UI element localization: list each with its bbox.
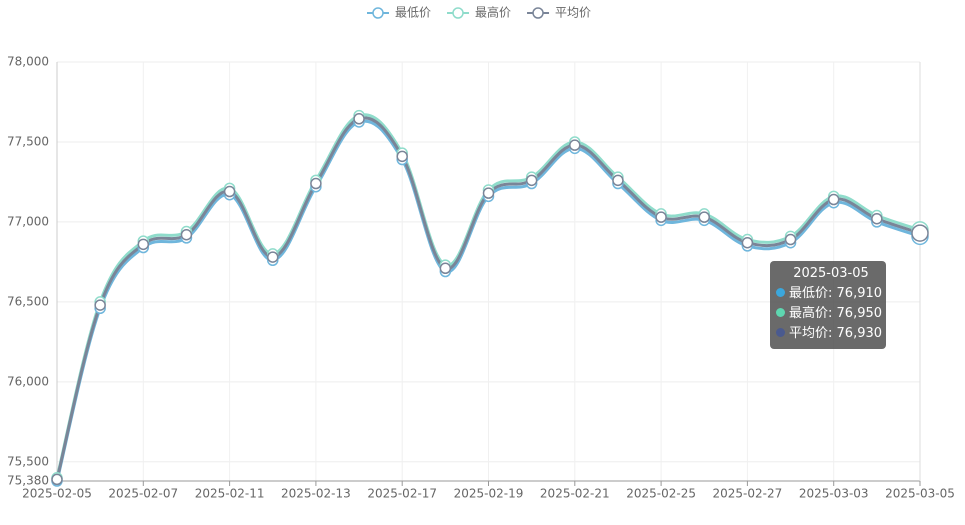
point bbox=[784, 233, 797, 246]
legend-marker bbox=[372, 7, 384, 19]
point bbox=[267, 251, 279, 263]
tooltip-dot bbox=[776, 328, 785, 337]
tooltip-row: 平均价76,930 bbox=[776, 324, 886, 344]
y-tick-label: 78,000 bbox=[7, 55, 49, 69]
tooltip-dot bbox=[776, 288, 785, 297]
legend-label: 最高价 bbox=[475, 5, 511, 20]
tooltip-name: 最低价 bbox=[789, 286, 829, 301]
y-tick-label: 75,500 bbox=[7, 454, 49, 468]
legend-item: 最高价 bbox=[447, 5, 511, 20]
tooltip-row: 最高价76,950 bbox=[776, 304, 886, 324]
point bbox=[827, 193, 840, 206]
legend-label: 平均价 bbox=[555, 6, 591, 20]
legend-item: 最低价 bbox=[367, 6, 431, 20]
point bbox=[698, 211, 710, 223]
point bbox=[180, 228, 193, 241]
x-tick-label: 2025-02-25 bbox=[626, 487, 696, 501]
tooltip-name: 最高价 bbox=[789, 306, 829, 321]
legend-marker bbox=[452, 7, 464, 19]
point bbox=[482, 187, 495, 199]
y-tick-label: 77,500 bbox=[7, 134, 49, 148]
tooltip-dot bbox=[776, 308, 785, 317]
point bbox=[94, 299, 106, 311]
point bbox=[396, 150, 408, 163]
y-tick-label: 76,000 bbox=[7, 374, 49, 388]
legend-marker bbox=[532, 7, 544, 19]
x-tick-label: 2025-02-17 bbox=[367, 487, 437, 501]
x-tick-label: 2025-03-03 bbox=[799, 487, 869, 501]
point bbox=[741, 236, 754, 249]
tooltip-name: 平均价 bbox=[789, 326, 829, 341]
point bbox=[439, 262, 452, 275]
y-tick-label: 77,000 bbox=[7, 214, 49, 228]
x-tick-label: 2025-02-21 bbox=[540, 487, 610, 501]
x-tick-label: 2025-03-05 bbox=[885, 487, 955, 501]
point bbox=[871, 212, 883, 225]
tooltip: 2025-03-05 最低价76,910最高价76,950平均价76,930 bbox=[770, 261, 886, 349]
tooltip-value: 76,930 bbox=[828, 326, 882, 341]
tooltip-row: 最低价76,910 bbox=[776, 284, 886, 304]
x-tick-label: 2025-02-05 bbox=[22, 487, 92, 501]
x-tick-label: 2025-02-27 bbox=[713, 487, 783, 501]
y-tick-label: 75,380 bbox=[7, 474, 49, 488]
point bbox=[310, 177, 322, 190]
point bbox=[911, 224, 929, 242]
x-tick-label: 2025-02-13 bbox=[281, 487, 351, 501]
x-tick-label: 2025-02-07 bbox=[108, 487, 178, 501]
point bbox=[655, 211, 667, 223]
point bbox=[525, 174, 538, 187]
x-tick-label: 2025-02-19 bbox=[454, 487, 524, 501]
y-tick-label: 76,500 bbox=[7, 294, 49, 308]
legend-item: 平均价 bbox=[527, 6, 591, 20]
point bbox=[51, 473, 63, 486]
x-tick-label: 2025-02-11 bbox=[195, 487, 265, 501]
tooltip-value: 76,950 bbox=[828, 306, 882, 321]
legend-label: 最低价 bbox=[395, 6, 431, 20]
point bbox=[223, 185, 236, 198]
point bbox=[353, 113, 365, 125]
point bbox=[137, 238, 150, 251]
tooltip-title: 2025-03-05 bbox=[793, 266, 869, 281]
tooltip-value: 76,910 bbox=[828, 286, 882, 301]
point bbox=[569, 139, 581, 151]
point bbox=[612, 174, 624, 187]
